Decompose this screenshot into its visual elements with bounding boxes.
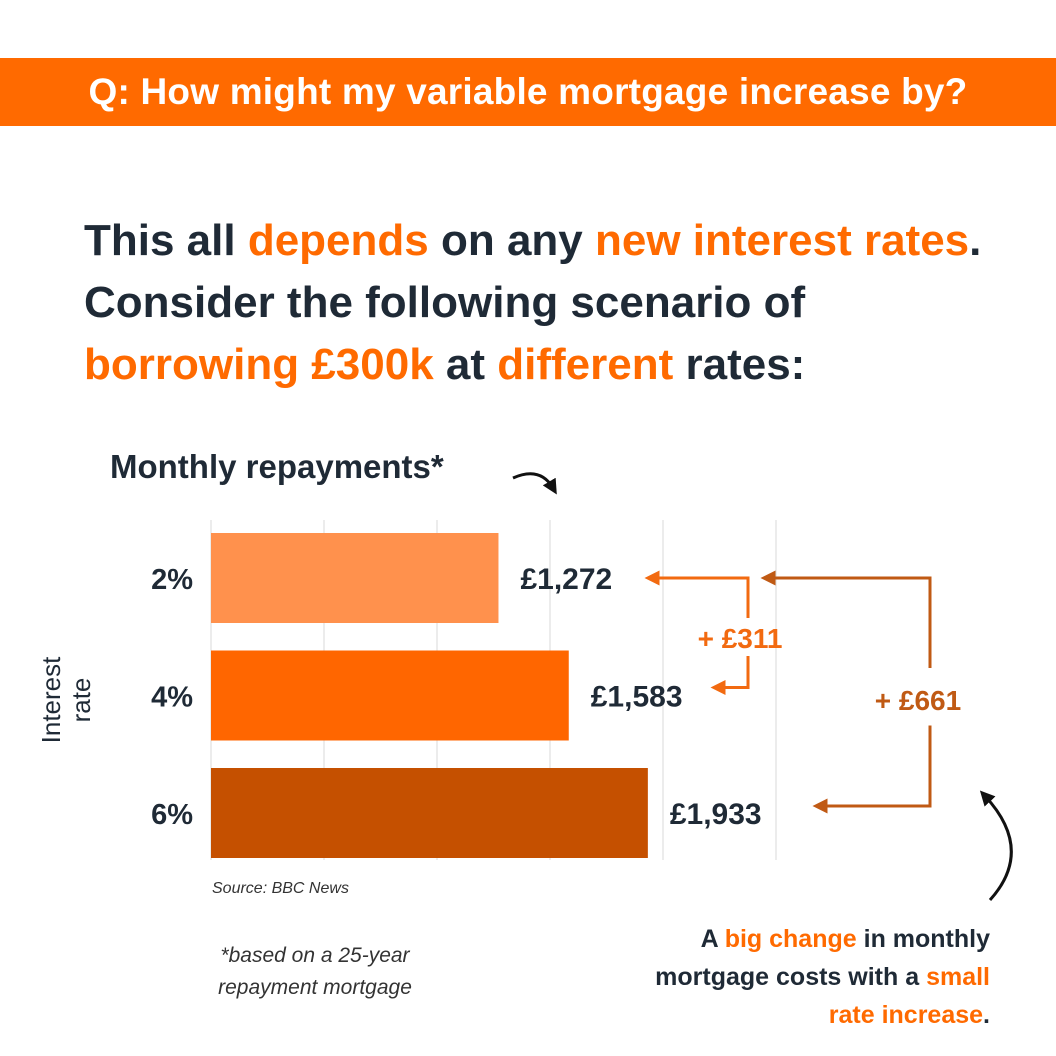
headline-segment-3: new interest rates	[595, 216, 970, 265]
value-label-2: £1,933	[670, 798, 762, 831]
headline-segment-0: This all	[84, 216, 248, 265]
title-arrow-icon	[512, 472, 557, 495]
bar-0	[211, 533, 499, 623]
headline-segment-5: borrowing £300k	[84, 340, 434, 389]
footnote: *based on a 25-year repayment mortgage	[218, 944, 412, 999]
category-label-0: 2%	[151, 564, 193, 596]
callout-arrow-icon	[979, 790, 1013, 902]
callout-segment-0: A	[700, 925, 725, 953]
banner-title: Q: How might my variable mortgage increa…	[88, 71, 968, 112]
title-banner: Q: How might my variable mortgage increa…	[0, 58, 1056, 126]
headline-segment-4: . Consider the following scenario of	[84, 216, 982, 327]
bracket-311-bottom	[710, 656, 750, 695]
category-label-2: 6%	[151, 799, 193, 831]
callout-text: A big change in monthly mortgage costs w…	[640, 920, 990, 1034]
chart-title: Monthly repayments*	[110, 448, 444, 485]
value-label-0: £1,272	[520, 563, 612, 596]
headline-segment-7: different	[497, 340, 674, 389]
callout-segment-1: big change	[724, 925, 857, 953]
annotation-661: + £661	[875, 685, 961, 716]
callout-segment-4: .	[983, 1001, 990, 1029]
bar-1	[211, 650, 569, 741]
category-label-1: 4%	[151, 682, 193, 714]
headline: This all depends on any new interest rat…	[84, 210, 1004, 396]
bracket-661-bottom	[812, 725, 932, 814]
value-label-1: £1,583	[591, 681, 683, 714]
callout-segment-3: small rate increase	[828, 963, 990, 1029]
headline-segment-8: rates:	[673, 340, 806, 389]
bar-2	[211, 768, 648, 858]
headline-segment-2: on any	[428, 216, 595, 265]
headline-segment-6: at	[433, 340, 498, 389]
bracket-311-top	[644, 570, 750, 618]
annotation-311: + £311	[698, 623, 783, 654]
headline-segment-1: depends	[247, 216, 429, 265]
callout-segment-2: in monthly mortgage costs with a	[655, 925, 990, 991]
source-note: Source: BBC News	[212, 880, 349, 897]
y-axis-label: Interestrate	[36, 656, 96, 743]
bracket-661-top	[760, 570, 932, 668]
